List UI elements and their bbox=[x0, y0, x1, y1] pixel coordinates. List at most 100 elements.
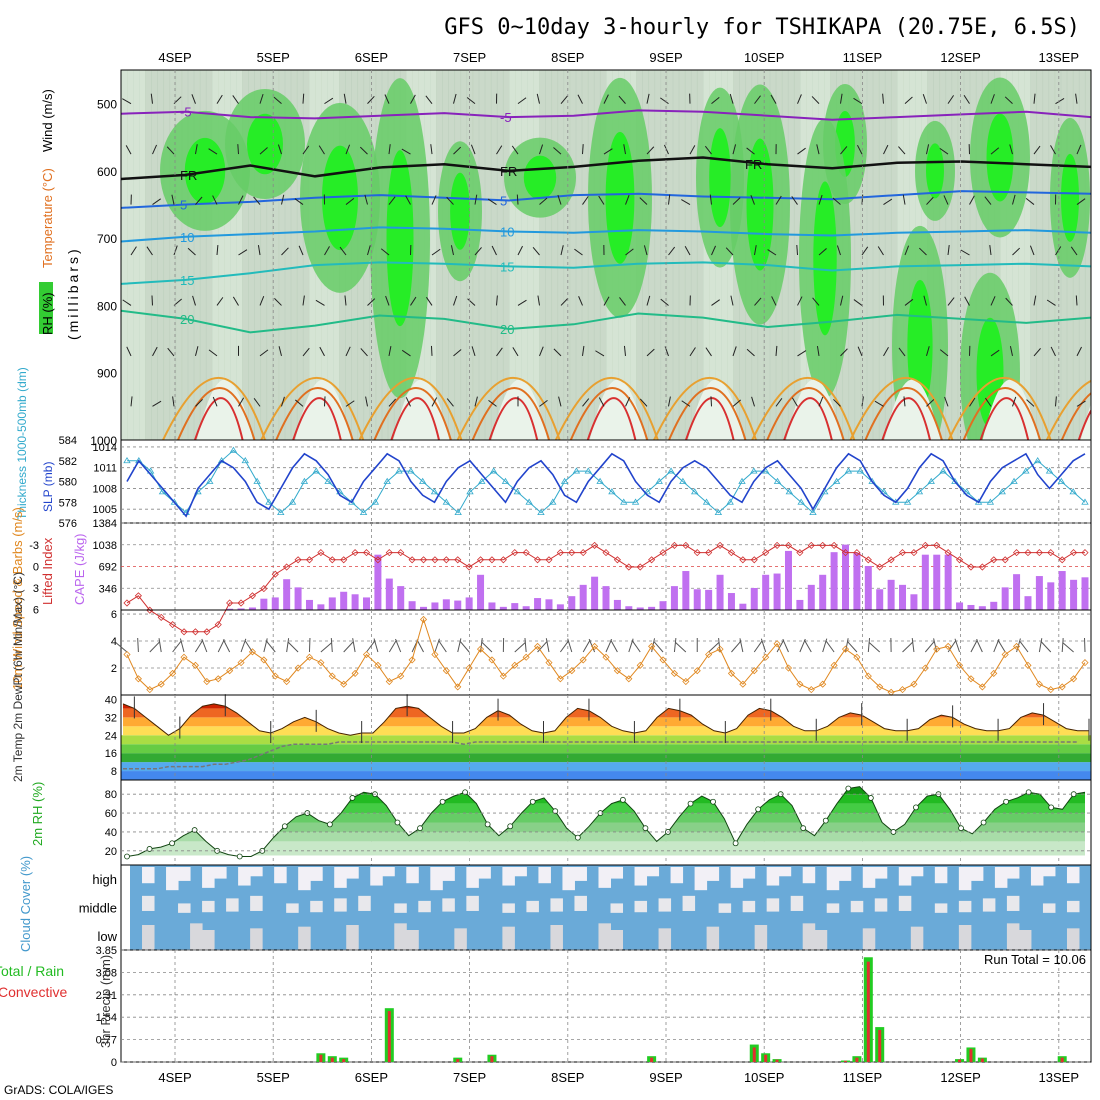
lifted-index-point bbox=[568, 549, 576, 557]
wind10m-speed-point bbox=[727, 669, 736, 677]
lifted-index-point bbox=[522, 549, 530, 557]
wind-barb bbox=[384, 94, 390, 104]
wind-barb bbox=[1055, 246, 1062, 256]
wind-barb bbox=[1055, 396, 1057, 407]
lifted-index-point bbox=[191, 628, 199, 636]
wind-barb bbox=[517, 299, 527, 306]
precip-convective-bar bbox=[342, 1059, 346, 1062]
thickness-point bbox=[407, 467, 415, 474]
rh-point bbox=[687, 800, 694, 807]
wind-barb bbox=[459, 640, 470, 653]
lifted-index-point bbox=[499, 556, 507, 564]
rh-column bbox=[260, 70, 268, 440]
wind-barb bbox=[840, 295, 844, 306]
thickness-point bbox=[501, 477, 510, 484]
cape-bar bbox=[670, 586, 678, 610]
rh-column bbox=[290, 70, 298, 440]
cloud-low bbox=[202, 930, 215, 950]
rh-point bbox=[507, 823, 514, 830]
cape-bar bbox=[842, 544, 849, 610]
lifted-index-point bbox=[636, 563, 644, 571]
wind-barb bbox=[836, 245, 841, 256]
wind-barb bbox=[731, 641, 742, 653]
lifted-index-point bbox=[784, 541, 793, 549]
wind-barb bbox=[324, 246, 330, 256]
cloud-low bbox=[754, 925, 768, 950]
wind10m-speed-point bbox=[716, 645, 724, 653]
cape-bar bbox=[864, 565, 872, 610]
wind-barb bbox=[212, 195, 218, 205]
lifted-index-point bbox=[180, 628, 188, 636]
wind-barb bbox=[385, 295, 390, 306]
wind-barb bbox=[557, 194, 562, 205]
cloud-middle bbox=[790, 895, 804, 911]
wind-barb bbox=[259, 93, 264, 104]
wind-barb bbox=[811, 96, 820, 104]
wind-barb bbox=[1012, 194, 1016, 205]
lifted-index-point bbox=[841, 549, 850, 557]
cloud-low bbox=[598, 923, 611, 950]
precip-frame bbox=[120, 949, 1092, 1063]
lifted-index-point bbox=[362, 549, 371, 557]
wind-barb bbox=[947, 297, 955, 306]
cloud-high bbox=[370, 867, 383, 886]
wind-barb bbox=[222, 639, 231, 653]
cloud-high bbox=[706, 867, 720, 881]
lifted-index-point bbox=[545, 556, 553, 564]
rh-column bbox=[1000, 70, 1007, 440]
cloud-high bbox=[514, 867, 527, 877]
cloud-middle bbox=[286, 903, 299, 913]
wind-barb bbox=[578, 296, 583, 306]
wind10m-speed-point bbox=[864, 672, 872, 680]
lifted-index-point bbox=[1001, 556, 1009, 564]
wind10m-speed-point bbox=[362, 650, 371, 659]
date-label: 11SEP bbox=[843, 1070, 883, 1085]
thickness-point bbox=[643, 488, 652, 495]
thickness-point bbox=[418, 477, 427, 484]
cloud-row-label: middle bbox=[79, 901, 117, 916]
cape-bar bbox=[271, 597, 279, 610]
wind-barb bbox=[646, 295, 651, 306]
rh-column bbox=[666, 70, 674, 440]
wind10m-speed-point bbox=[1024, 661, 1032, 669]
wind-barb bbox=[1033, 145, 1041, 155]
cloud-high bbox=[778, 867, 792, 877]
cape-bar bbox=[340, 591, 348, 610]
cloud-middle bbox=[610, 903, 624, 913]
rh-band bbox=[127, 813, 1085, 823]
wind-barb bbox=[474, 396, 478, 407]
rh-point bbox=[822, 817, 829, 824]
thickness-point bbox=[903, 498, 912, 505]
wind-barb bbox=[668, 396, 671, 407]
cape-bar bbox=[237, 608, 245, 610]
wind-barb bbox=[152, 198, 161, 205]
wind-barb bbox=[401, 349, 411, 357]
wind-barb bbox=[238, 397, 245, 407]
wind-barb bbox=[653, 641, 664, 653]
wind-barb bbox=[732, 144, 737, 155]
cloud-middle bbox=[250, 895, 263, 911]
date-axis-bottom: 4SEP 5SEP 6SEP 7SEP 8SEP 9SEP 10SEP 11SEP 12SEP 1… bbox=[158, 1070, 1079, 1085]
cloud-high bbox=[298, 867, 311, 891]
wind-barb bbox=[216, 297, 224, 306]
wind-barb bbox=[926, 346, 930, 357]
lifted-index-point bbox=[374, 556, 382, 564]
cloud-low bbox=[610, 930, 624, 950]
temp-tick-label: 16 bbox=[105, 748, 117, 760]
precip-convective-bar bbox=[490, 1056, 494, 1062]
wind-barb bbox=[345, 346, 351, 357]
rh2m-labels: 2m RH (%) bbox=[30, 782, 45, 846]
wind-barb bbox=[746, 348, 755, 357]
cloud-high bbox=[538, 867, 551, 884]
isotherm-line bbox=[121, 156, 1091, 181]
lifted-index-point bbox=[123, 599, 131, 607]
wind-barb bbox=[791, 397, 798, 407]
wind-barb bbox=[553, 348, 562, 357]
precip-panel: 0 0.77 1.54 2.31 3.08 3.85 bbox=[96, 945, 1092, 1069]
warm-isotherm bbox=[358, 377, 463, 440]
wind-barb bbox=[582, 144, 584, 155]
wind10m-speed-point bbox=[408, 656, 416, 664]
wind-barb bbox=[975, 639, 983, 653]
wind10m-speed-point bbox=[625, 675, 633, 683]
wind-barb bbox=[172, 396, 175, 407]
